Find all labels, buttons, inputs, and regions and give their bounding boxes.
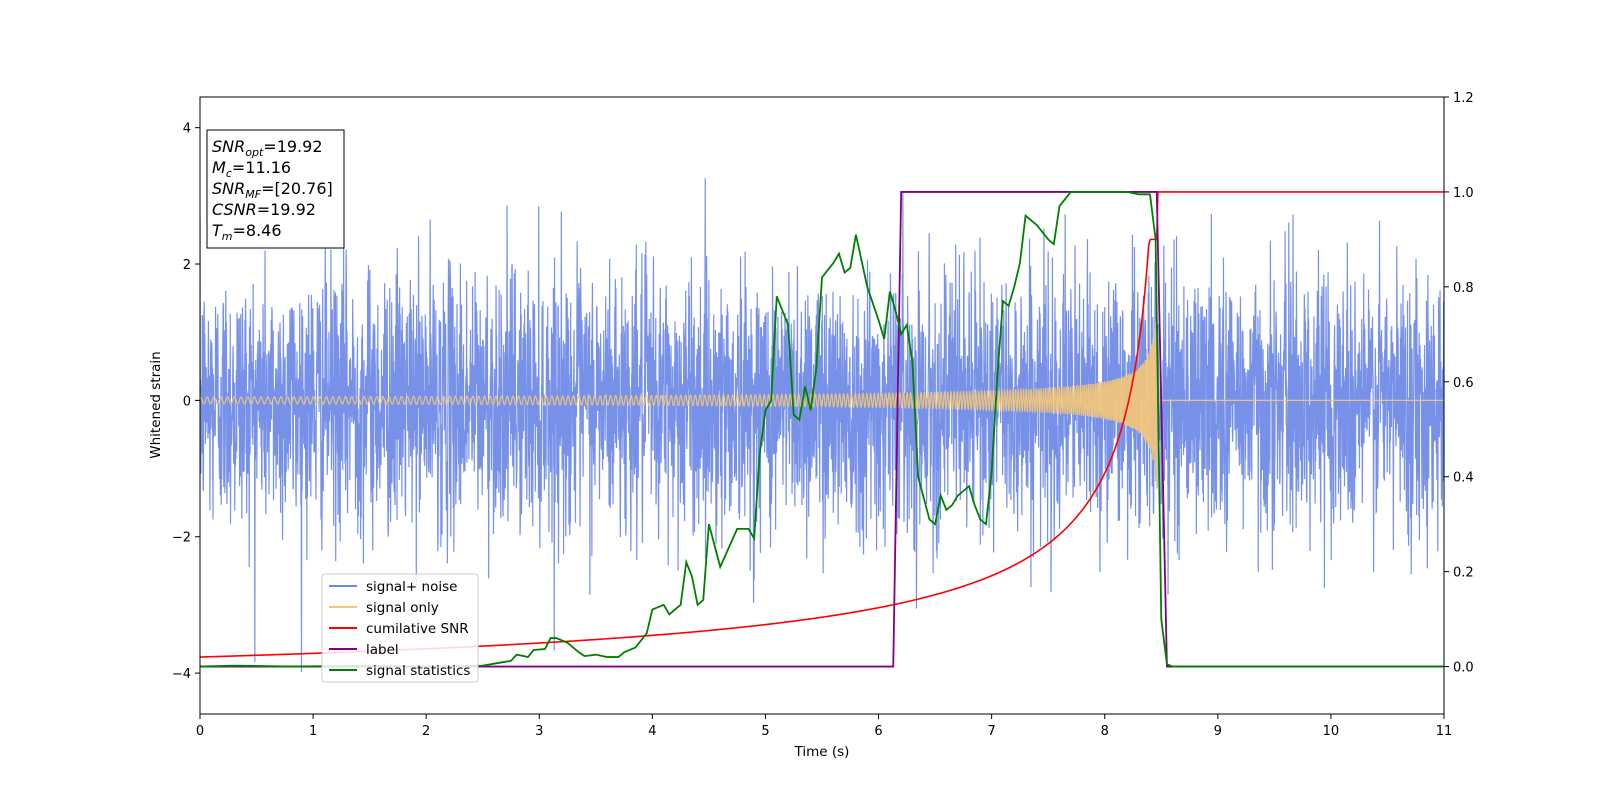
x-tick-label: 9: [1214, 724, 1222, 739]
y2-tick-label: 0.6: [1453, 376, 1474, 391]
x-tick-label: 7: [987, 724, 995, 739]
x-tick-label: 1: [309, 724, 317, 739]
x-tick-label: 3: [535, 724, 543, 739]
y2-tick-label: 0.4: [1453, 471, 1474, 486]
y-tick-label: 4: [183, 122, 191, 137]
y-tick-label: −2: [172, 531, 191, 546]
x-axis: 0 1 2 3 4 5 6 7 8 9 10 11: [196, 714, 1452, 739]
legend: signal+ noise signal only cumilative SNR la…: [321, 573, 479, 683]
y2-tick-label: 0.8: [1453, 281, 1474, 296]
annotation-line: Tm=8.46: [212, 221, 282, 243]
legend-entry-label: label: [366, 642, 399, 658]
x-tick-label: 4: [648, 724, 656, 739]
y-axis-left: −4 −2 0 2 4: [172, 122, 200, 682]
annotation-line: CSNR=19.92: [212, 200, 316, 219]
x-tick-label: 11: [1436, 724, 1453, 739]
legend-box: [321, 573, 479, 683]
x-tick-label: 10: [1323, 724, 1340, 739]
legend-entry-label: signal+ noise: [366, 579, 457, 595]
y-axis-right: 0.0 0.2 0.4 0.6 0.8 1.0 1.2: [1444, 91, 1474, 676]
x-tick-label: 6: [874, 724, 882, 739]
annotation-box: [206, 129, 345, 249]
annotation-line: SNRMF=[20.76]: [212, 179, 333, 201]
annotation-line: Mc=11.16: [212, 158, 291, 180]
x-tick-label: 0: [196, 724, 204, 739]
annotation-line: SNRopt=19.92: [212, 137, 323, 159]
plot-frame: [199, 96, 1445, 715]
x-tick-label: 2: [422, 724, 430, 739]
x-tick-label: 8: [1101, 724, 1109, 739]
y-tick-label: 0: [183, 394, 191, 409]
y2-tick-label: 0.0: [1453, 661, 1474, 676]
y2-tick-label: 1.2: [1453, 91, 1474, 106]
y-axis-label: Whitened strain: [148, 351, 164, 458]
stats-annotation: SNRopt=19.92Mc=11.16SNRMF=[20.76]CSNR=19…: [206, 129, 345, 249]
legend-entry-label: signal only: [366, 600, 439, 616]
legend-entry-label: cumilative SNR: [366, 621, 469, 637]
y2-tick-label: 1.0: [1453, 186, 1474, 201]
series-signal-statistics-line: [200, 191, 1444, 668]
x-tick-label: 5: [761, 724, 769, 739]
y-tick-label: −4: [172, 667, 191, 682]
y2-tick-label: 0.2: [1453, 566, 1474, 581]
x-axis-label: Time (s): [794, 744, 850, 760]
series-signal-only-line: [200, 322, 1444, 489]
y-tick-label: 2: [183, 258, 191, 273]
legend-entry-label: signal statistics: [366, 663, 470, 679]
